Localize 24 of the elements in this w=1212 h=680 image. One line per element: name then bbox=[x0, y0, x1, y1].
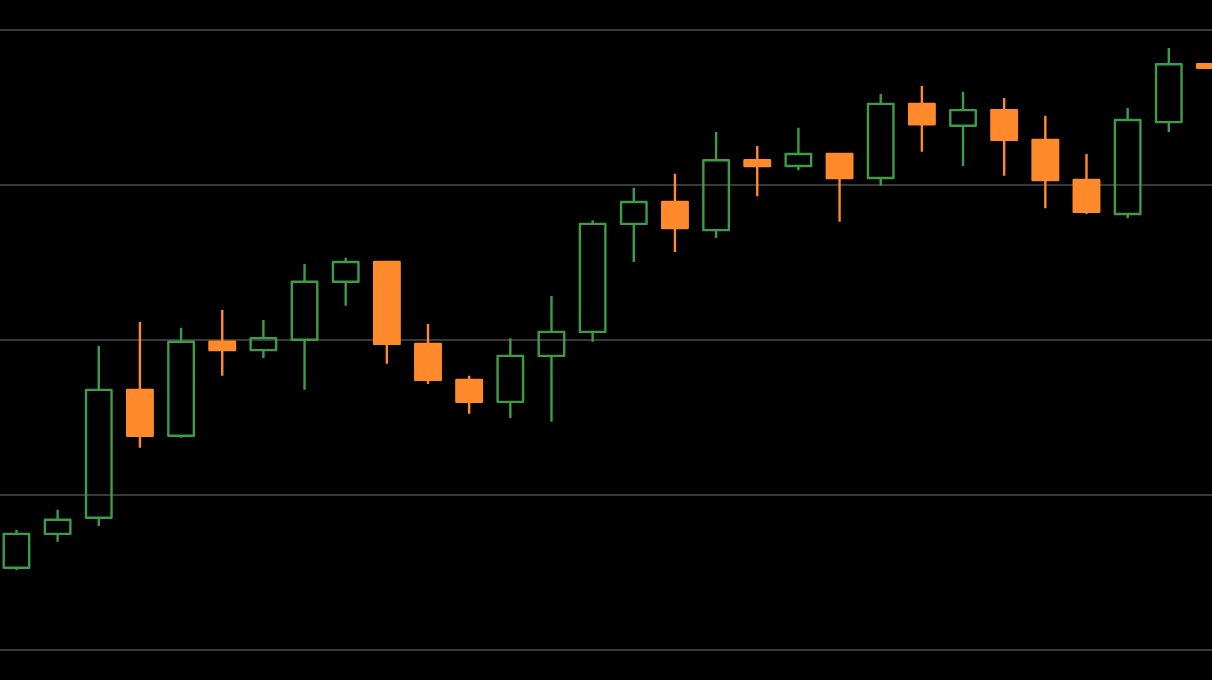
candlestick bbox=[784, 126, 813, 172]
candlestick bbox=[1113, 106, 1142, 220]
candlestick bbox=[1031, 114, 1060, 210]
candlestick bbox=[249, 318, 278, 360]
candlestick bbox=[949, 90, 977, 168]
candlestick bbox=[43, 508, 72, 543]
candlestick bbox=[825, 152, 854, 223]
candlestick bbox=[702, 130, 731, 240]
candlestick bbox=[660, 172, 689, 254]
candlestick bbox=[496, 336, 525, 420]
candlestick bbox=[990, 96, 1019, 178]
candlestick bbox=[537, 294, 566, 423]
candlestick bbox=[1072, 152, 1101, 216]
candlestick bbox=[578, 219, 607, 344]
candlestick bbox=[414, 322, 442, 386]
candlestick bbox=[331, 256, 360, 308]
candlestick bbox=[619, 186, 648, 264]
candlestick bbox=[1154, 46, 1183, 134]
candlestick bbox=[907, 84, 936, 154]
candlestick bbox=[125, 320, 154, 449]
candlestick bbox=[290, 262, 319, 392]
candlestick bbox=[208, 308, 237, 377]
candlestick bbox=[84, 344, 113, 528]
candlestick bbox=[743, 144, 772, 198]
